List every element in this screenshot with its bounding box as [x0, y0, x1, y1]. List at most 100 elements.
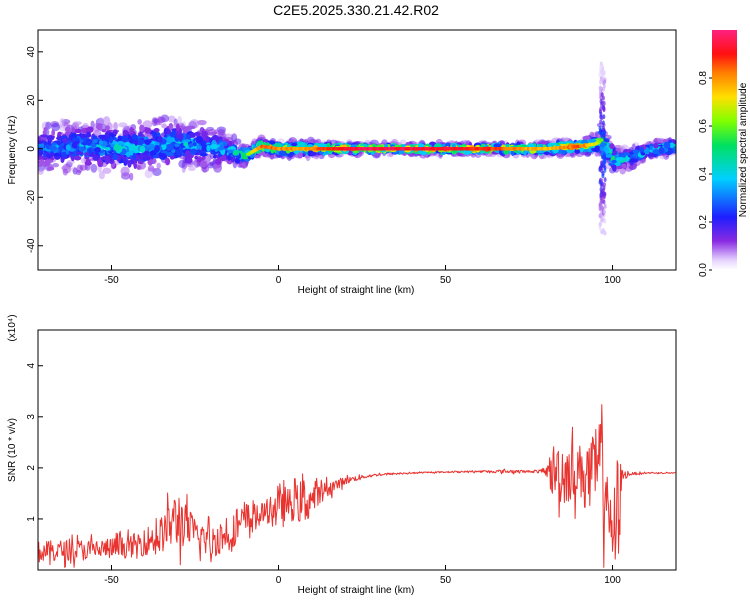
- heatmap-cell: [199, 152, 208, 157]
- heatmap-cell: [72, 121, 82, 126]
- heatmap-cell: [59, 124, 67, 132]
- heatmap-cell: [663, 141, 671, 149]
- heatmap-cell: [131, 133, 138, 140]
- heatmap-cell: [601, 120, 605, 126]
- heatmap-cell: [154, 144, 160, 153]
- heatmap-cell: [202, 134, 207, 141]
- heatmap-cell: [88, 148, 92, 155]
- heatmap-cell: [601, 173, 605, 179]
- heatmap-cell: [218, 128, 224, 139]
- spectrogram-heatmap: [38, 61, 676, 236]
- heatmap-cell: [186, 156, 193, 164]
- heatmap-cell: [186, 125, 196, 129]
- snr-frame: [37, 329, 677, 571]
- heatmap-cell: [129, 127, 134, 134]
- heatmap-cell: [104, 155, 111, 163]
- heatmap-cell: [152, 131, 158, 138]
- heatmap-cell: [601, 187, 605, 193]
- heatmap-cell: [196, 149, 202, 154]
- heatmap-cell: [178, 159, 186, 168]
- snr-x-ticks: -50 0 50 100: [104, 565, 621, 586]
- heatmap-cell: [139, 124, 145, 133]
- snr-y-tick-label: 1: [26, 516, 37, 522]
- heatmap-cell: [113, 122, 118, 131]
- heatmap-cell: [598, 85, 602, 91]
- spectrogram-y-tick-label: -20: [26, 190, 37, 205]
- heatmap-cell: [78, 146, 85, 152]
- heatmap-cell: [101, 128, 107, 133]
- colorbar: 0.0 0.2 0.4 0.6 0.8 Normalized spectral ampl…: [698, 30, 749, 277]
- heatmap-cell: [118, 122, 128, 128]
- spectrogram-x-tick-label: 50: [440, 275, 452, 286]
- snr-y-tick-label: 4: [26, 363, 37, 369]
- heatmap-cell: [167, 115, 176, 123]
- spectrogram-x-axis-label: Height of straight line (km): [298, 285, 415, 296]
- spectrogram-y-ticks: -40 -20 0 20 40: [26, 46, 43, 253]
- heatmap-cell: [200, 160, 208, 168]
- heatmap-cell: [121, 135, 128, 143]
- spectrogram-x-ticks: -50 0 50 100: [104, 265, 621, 286]
- heatmap-cell: [540, 153, 547, 159]
- heatmap-cell: [603, 218, 607, 224]
- heatmap-cell: [185, 139, 191, 143]
- colorbar-gradient: [712, 30, 737, 270]
- heatmap-cell: [165, 157, 171, 166]
- heatmap-cell: [253, 154, 260, 159]
- heatmap-cell: [598, 213, 602, 219]
- heatmap-cell: [658, 147, 665, 154]
- heatmap-cell: [182, 126, 189, 134]
- heatmap-cell: [169, 130, 178, 138]
- heatmap-cell: [135, 138, 145, 146]
- heatmap-cell: [188, 166, 196, 172]
- heatmap-cell: [183, 141, 189, 147]
- heatmap-cell: [602, 100, 606, 106]
- heatmap-cell: [45, 121, 52, 130]
- snr-x-tick-label: 50: [440, 575, 452, 586]
- heatmap-cell: [194, 155, 199, 160]
- colorbar-ticks: 0.0 0.2 0.4 0.6 0.8: [698, 71, 712, 277]
- heatmap-cell: [157, 115, 163, 126]
- heatmap-cell: [600, 92, 604, 98]
- heatmap-cell: [605, 154, 614, 158]
- heatmap-cell: [102, 167, 112, 174]
- heatmap-cell: [71, 127, 76, 133]
- heatmap-cell: [149, 150, 157, 156]
- heatmap-cell: [209, 131, 218, 135]
- heatmap-cell: [138, 132, 143, 137]
- heatmap-cell: [163, 127, 168, 135]
- heatmap-cell: [600, 163, 604, 169]
- heatmap-cell: [602, 107, 606, 113]
- heatmap-cell: [113, 136, 117, 141]
- snr-y-multiplier: (x10⁴): [7, 314, 18, 341]
- heatmap-cell: [104, 125, 110, 131]
- heatmap-cell: [85, 159, 91, 164]
- heatmap-cell: [601, 86, 605, 92]
- heatmap-cell: [166, 136, 173, 144]
- spectrogram-y-tick-label: 0: [26, 146, 37, 152]
- heatmap-cell: [602, 70, 606, 76]
- snr-x-tick-label: -50: [104, 575, 119, 586]
- heatmap-cell: [129, 172, 134, 181]
- spectrogram-y-tick-label: -40: [26, 238, 37, 253]
- heatmap-cell: [61, 165, 70, 171]
- heatmap-cell: [601, 125, 605, 131]
- spectrogram-x-tick-label: 0: [276, 275, 282, 286]
- heatmap-cell: [64, 126, 71, 133]
- heatmap-cell: [602, 153, 606, 159]
- heatmap-cell: [46, 135, 54, 140]
- heatmap-cell: [71, 141, 78, 149]
- heatmap-cell: [144, 139, 151, 146]
- heatmap-cell: [161, 152, 167, 159]
- heatmap-cell: [84, 152, 90, 156]
- heatmap-cell: [602, 158, 606, 164]
- spectrogram-panel: -50 0 50 100 -40 -20 0 20 40 Height of straight…: [7, 29, 677, 296]
- heatmap-cell: [139, 145, 146, 153]
- heatmap-cell: [241, 161, 247, 169]
- heatmap-cell: [278, 150, 286, 157]
- spectrogram-y-axis-label: Frequency (Hz): [7, 116, 18, 185]
- heatmap-cell: [540, 140, 549, 145]
- heatmap-cell: [134, 140, 139, 146]
- heatmap-cell: [219, 144, 225, 151]
- colorbar-label: Normalized spectral amplitude: [738, 82, 749, 217]
- heatmap-cell: [151, 117, 158, 127]
